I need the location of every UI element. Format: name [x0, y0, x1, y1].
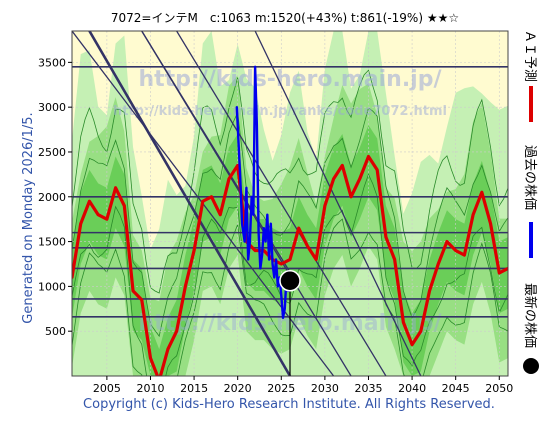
plot-area: http://kids-hero.main.jp/http://kids-her… [38, 30, 513, 395]
x-tick-label: 2020 [224, 382, 252, 395]
copyright-footer: Copyright (c) Kids-Hero Research Institu… [83, 397, 495, 412]
trend-line [88, 31, 292, 376]
trend-line [176, 31, 387, 376]
watermark-url-main: http://kids-hero.main.jp/ [138, 67, 442, 92]
ai-forecast-line [72, 154, 508, 376]
x-tick-label: 2040 [398, 382, 426, 395]
legend-past-label: 過去の株価 [522, 145, 537, 210]
latest-price-dot [279, 269, 301, 292]
x-tick-label: 2015 [180, 382, 208, 395]
x-tick-label: 2030 [311, 382, 339, 395]
y-tick-label: 500 [45, 325, 66, 338]
legend-latest-label: 最新の株価 [522, 283, 538, 348]
plot-clipped-group: http://kids-hero.main.jp/http://kids-her… [72, 31, 508, 376]
x-tick-label: 2035 [354, 382, 382, 395]
watermark-url-code: http://kids-hero.main.jp/ranks/code7072.… [113, 104, 447, 119]
y-tick-label: 1500 [38, 236, 66, 249]
y-tick-label: 2500 [38, 146, 66, 159]
legend-ai-label: ＡＩ予測 [522, 30, 537, 82]
y-tick-label: 3500 [38, 56, 66, 69]
y-tick-label: 1000 [38, 280, 66, 293]
generated-date-label: Generated on Monday 2026/1/5. [21, 112, 36, 323]
y-tick-label: 3000 [38, 101, 66, 114]
envelope-line [72, 107, 508, 338]
x-tick-label: 2010 [136, 382, 164, 395]
x-tick-label: 2005 [93, 382, 121, 395]
trend-line [254, 31, 422, 376]
x-tick-label: 2050 [485, 382, 513, 395]
envelope-line [72, 69, 508, 294]
x-tick-label: 2025 [267, 382, 295, 395]
chart-title: 7072=インテM c:1063 m:1520(+43%) t:861(-19%… [111, 11, 459, 25]
legend-latest-swatch [523, 358, 539, 374]
x-tick-label: 2045 [442, 382, 470, 395]
plot-frame [71, 30, 509, 377]
y-tick-label: 2000 [38, 191, 66, 204]
